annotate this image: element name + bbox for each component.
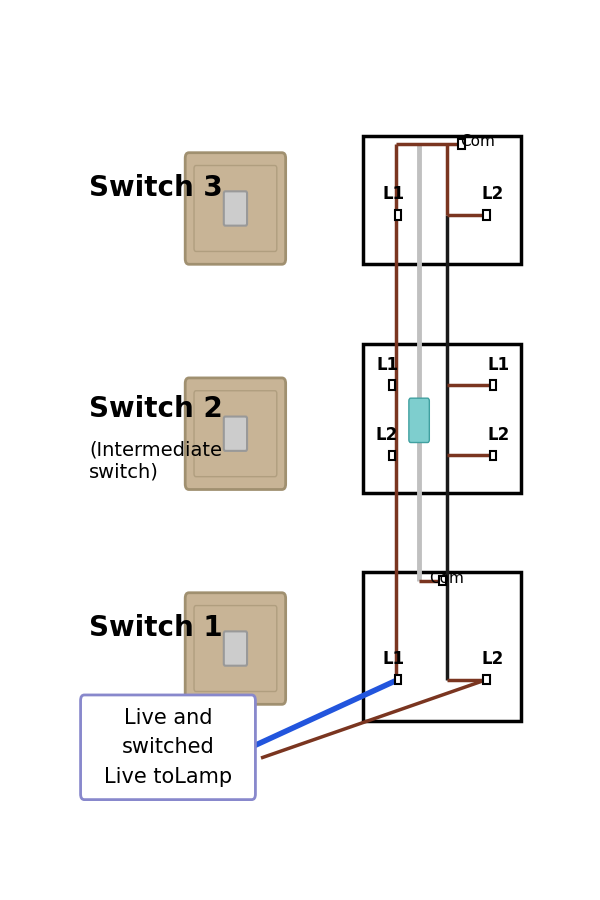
FancyBboxPatch shape — [224, 417, 247, 451]
Text: Com: Com — [460, 134, 495, 149]
Bar — [439, 576, 446, 586]
Text: L1: L1 — [376, 356, 398, 373]
Text: L2: L2 — [487, 426, 509, 444]
Bar — [364, 136, 521, 264]
Bar — [490, 381, 496, 391]
Text: L1: L1 — [382, 650, 404, 668]
Text: Switch 3: Switch 3 — [89, 174, 223, 202]
FancyBboxPatch shape — [194, 391, 277, 477]
Bar — [395, 675, 401, 684]
Text: L2: L2 — [376, 426, 398, 444]
Text: L1: L1 — [487, 356, 509, 373]
Bar — [364, 344, 521, 492]
Text: Switch 2: Switch 2 — [89, 395, 223, 424]
Text: L2: L2 — [481, 650, 503, 668]
Bar — [364, 572, 521, 721]
Bar — [458, 140, 464, 148]
FancyBboxPatch shape — [224, 192, 247, 226]
Bar — [490, 451, 496, 460]
FancyBboxPatch shape — [409, 398, 430, 443]
FancyBboxPatch shape — [194, 166, 277, 251]
FancyBboxPatch shape — [224, 632, 247, 666]
Text: Switch 1: Switch 1 — [89, 614, 223, 642]
FancyBboxPatch shape — [80, 695, 256, 799]
Text: Live and
switched
Live toLamp: Live and switched Live toLamp — [104, 707, 232, 787]
FancyBboxPatch shape — [185, 593, 286, 705]
FancyBboxPatch shape — [194, 606, 277, 691]
Bar — [395, 211, 401, 220]
Bar — [389, 451, 395, 460]
Text: (Intermediate
switch): (Intermediate switch) — [89, 441, 222, 482]
Text: L2: L2 — [481, 185, 503, 203]
Text: L1: L1 — [382, 185, 404, 203]
Bar — [389, 381, 395, 391]
FancyBboxPatch shape — [185, 153, 286, 265]
FancyBboxPatch shape — [185, 378, 286, 490]
Bar — [484, 211, 490, 220]
Text: Com: Com — [430, 571, 464, 586]
Bar — [484, 675, 490, 684]
